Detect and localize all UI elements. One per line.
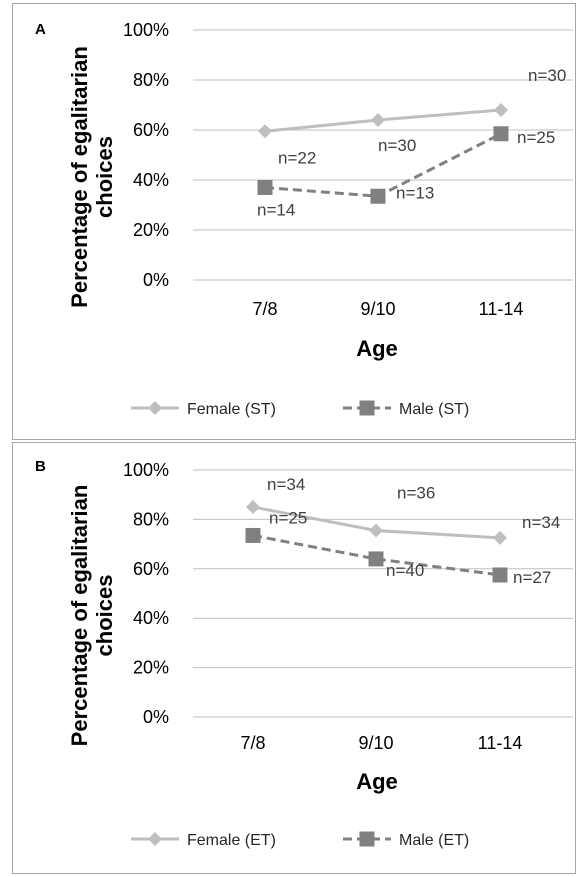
y-tick-label-a-5: 100% [123,20,169,40]
y-tick-label-a-2: 40% [133,170,169,190]
data-point-a-0-1 [371,113,385,127]
y-tick-label-a-4: 80% [133,70,169,90]
x-tick-label-a-2: 11-14 [479,299,524,319]
n-label-b-1-0: n=25 [269,508,307,527]
data-point-b-1-1 [368,551,384,567]
data-point-b-0-1 [369,523,383,538]
y-axis-title-line2-b: choices [92,575,117,657]
y-tick-label-b-5: 100% [123,460,169,480]
y-tick-label-b-3: 60% [133,559,169,579]
n-label-a-1-0: n=14 [257,201,295,220]
legend-marker-b-0 [148,832,162,846]
y-tick-label-a-0: 0% [143,270,169,290]
n-label-b-0-1: n=36 [397,484,435,503]
panel-label-b: B [35,458,46,475]
legend-marker-a-0 [148,401,162,415]
y-axis-title-a: Percentage of egalitarianchoices [67,46,117,308]
chart-a-svg: A 0% 20% 40% 60% 80% 100% 7/8 9/10 11-14 Age Percen… [35,20,573,418]
n-label-a-0-0: n=22 [278,148,316,167]
x-tick-label-b-1: 9/10 [358,733,393,753]
data-point-a-1-1 [370,188,386,204]
panel-label-a: A [35,21,46,38]
y-axis-title-line2-a: choices [92,136,117,218]
data-point-b-1-0 [245,527,261,543]
x-tick-label-b-2: 11-14 [478,733,523,753]
legend-marker-b-1 [359,831,375,847]
data-point-a-1-2 [493,126,509,142]
n-label-b-0-2: n=34 [522,513,560,532]
data-point-b-1-2 [492,567,508,583]
y-tick-label-b-1: 20% [133,658,169,678]
legend-label-a-0: Female (ST) [187,401,276,418]
n-label-a-1-1: n=13 [396,183,434,202]
x-tick-label-a-0: 7/8 [252,299,277,319]
y-tick-label-a-1: 20% [133,220,169,240]
chart-panel-b: B 0% 20% 40% 60% 80% 100% 7/8 9/10 11-14 Age Percen… [12,442,576,874]
n-label-b-0-0: n=34 [267,475,305,494]
x-tick-label-b-0: 7/8 [240,733,265,753]
data-point-b-0-2 [493,530,507,545]
y-axis-title-line1-a: Percentage of egalitarian [67,46,92,308]
legend-marker-a-1 [359,400,375,416]
x-axis-title-a: Age [356,336,398,361]
n-label-a-1-2: n=25 [517,128,555,147]
data-point-a-0-0 [258,124,272,139]
y-tick-label-b-4: 80% [133,509,169,529]
x-tick-label-a-1: 9/10 [360,299,395,319]
data-point-a-0-2 [494,103,508,117]
legend-label-b-0: Female (ET) [187,832,276,849]
legend-label-a-1: Male (ST) [399,401,469,418]
y-tick-label-b-2: 40% [133,608,169,628]
data-point-a-1-0 [257,180,273,195]
n-label-b-1-1: n=40 [386,561,424,580]
chart-b-svg: B 0% 20% 40% 60% 80% 100% 7/8 9/10 11-14 Age Percen… [35,458,573,849]
y-axis-title-line1-b: Percentage of egalitarian [67,485,92,747]
y-axis-title-b: Percentage of egalitarianchoices [67,485,117,747]
legend-label-b-1: Male (ET) [399,832,469,849]
n-label-b-1-2: n=27 [513,568,551,587]
x-axis-title-b: Age [356,769,398,794]
y-tick-label-a-3: 60% [133,120,169,140]
y-tick-label-b-0: 0% [143,707,169,727]
data-point-b-0-0 [246,500,260,515]
n-label-a-0-1: n=30 [378,136,416,155]
chart-panel-a: A 0% 20% 40% 60% 80% 100% 7/8 9/10 11-14 Age Percen… [12,3,576,440]
n-label-a-0-2: n=30 [528,66,566,85]
